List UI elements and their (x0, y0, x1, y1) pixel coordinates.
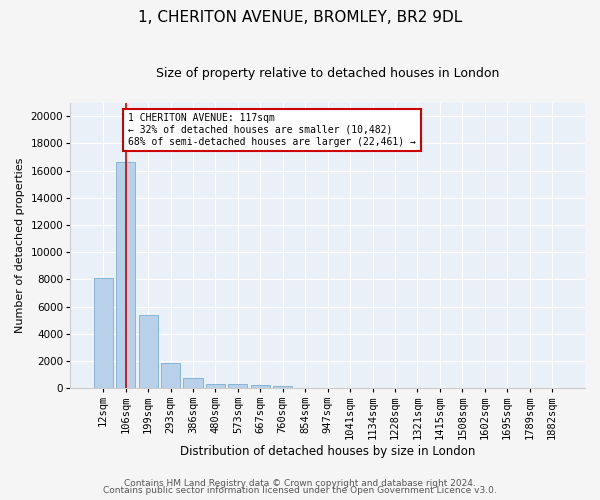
Text: Contains HM Land Registry data © Crown copyright and database right 2024.: Contains HM Land Registry data © Crown c… (124, 478, 476, 488)
Y-axis label: Number of detached properties: Number of detached properties (15, 158, 25, 333)
Bar (116, 162, 135, 388)
Text: Contains public sector information licensed under the Open Government Licence v3: Contains public sector information licen… (103, 486, 497, 495)
Bar (184, 378, 203, 388)
X-axis label: Distribution of detached houses by size in London: Distribution of detached houses by size … (180, 444, 475, 458)
Bar (206, 384, 225, 388)
Bar (139, 315, 158, 388)
Bar (161, 363, 180, 388)
Bar (251, 386, 270, 388)
Text: 1, CHERITON AVENUE, BROMLEY, BR2 9DL: 1, CHERITON AVENUE, BROMLEY, BR2 9DL (138, 10, 462, 25)
Title: Size of property relative to detached houses in London: Size of property relative to detached ho… (156, 68, 499, 80)
Text: 1 CHERITON AVENUE: 117sqm
← 32% of detached houses are smaller (10,482)
68% of s: 1 CHERITON AVENUE: 117sqm ← 32% of detac… (128, 114, 416, 146)
Bar (273, 386, 292, 388)
Bar (229, 384, 247, 388)
Bar (94, 278, 113, 388)
